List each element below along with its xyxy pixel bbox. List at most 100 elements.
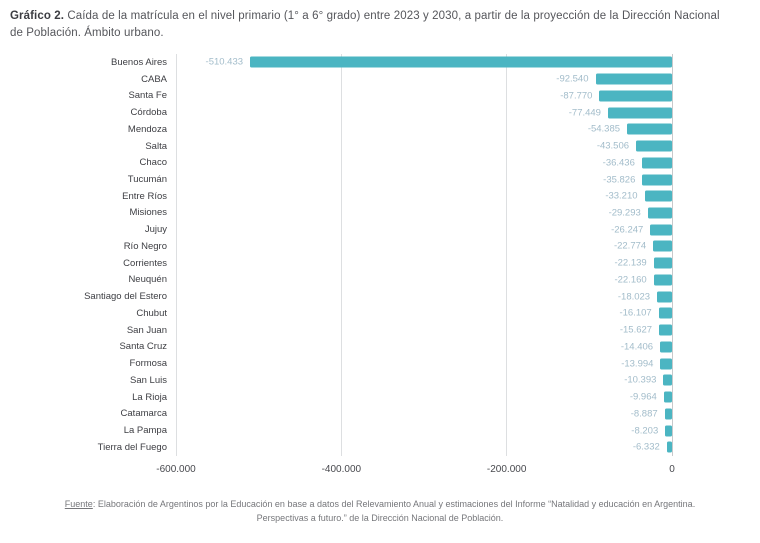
table-row: Chubut -16.107 <box>0 305 672 322</box>
row-plot: -33.210 <box>176 188 672 205</box>
table-row: Corrientes -22.139 <box>0 255 672 272</box>
value-label: -510.433 <box>205 56 244 68</box>
category-label: Tucumán <box>127 174 167 185</box>
value-label: -16.107 <box>619 307 652 319</box>
value-label: -14.406 <box>620 341 654 353</box>
source-note: Fuente: Elaboración de Argentinos por la… <box>50 498 710 526</box>
table-row: Tucumán -35.826 <box>0 171 672 188</box>
row-plot: -13.994 <box>176 355 672 372</box>
bar <box>627 123 672 135</box>
category-label: CABA <box>141 73 167 85</box>
row-plot: -22.139 <box>176 255 672 272</box>
table-row: San Luis -10.393 <box>0 372 672 389</box>
row-plot: -43.506 <box>176 138 672 155</box>
category-label: Jujuy <box>144 224 167 236</box>
table-row: La Rioja -9.964 <box>0 389 672 406</box>
value-label: -18.023 <box>617 291 651 303</box>
row-plot: -18.023 <box>176 288 672 305</box>
row-plot: -8.887 <box>176 405 672 422</box>
value-label: -87.770 <box>560 90 593 102</box>
bar <box>607 107 672 119</box>
gridline <box>175 54 177 456</box>
bar-chart: Buenos Aires -510.433 CABA -92.540 Santa… <box>0 52 760 475</box>
category-label: Santiago del Estero <box>84 291 167 303</box>
row-plot: -54.385 <box>176 121 672 138</box>
value-label: -33.210 <box>605 190 638 202</box>
category-label: Santa Fe <box>128 90 167 102</box>
value-label: -54.385 <box>587 123 621 135</box>
bar <box>653 240 672 252</box>
x-tick-label: -600.000 <box>156 464 196 475</box>
row-plot: -36.436 <box>176 154 672 171</box>
value-label: -9.964 <box>629 391 657 403</box>
table-row: Mendoza -54.385 <box>0 121 672 138</box>
value-label: -35.826 <box>603 174 636 185</box>
gridline <box>340 54 342 456</box>
table-row: Tierra del Fuego -6.332 <box>0 439 672 456</box>
row-plot: -22.160 <box>176 272 672 289</box>
bar <box>660 341 672 353</box>
bar <box>641 157 672 169</box>
category-label: Corrientes <box>123 257 167 269</box>
category-label: Salta <box>145 140 167 152</box>
bar <box>653 257 672 269</box>
table-row: Catamarca -8.887 <box>0 405 672 422</box>
table-row: Santiago del Estero -18.023 <box>0 288 672 305</box>
x-axis: -600.000 -400.000 -200.000 0 <box>156 462 675 478</box>
value-label: -26.247 <box>611 224 644 236</box>
category-label: Buenos Aires <box>111 56 167 68</box>
value-label: -6.332 <box>632 441 660 453</box>
table-row: Neuquén -22.160 <box>0 272 672 289</box>
chart-title: Gráfico 2. Caída de la matrícula en el n… <box>0 0 748 43</box>
table-row: Entre Ríos -33.210 <box>0 188 672 205</box>
category-label: Córdoba <box>130 107 167 119</box>
bar <box>653 274 672 286</box>
row-plot: -14.406 <box>176 338 672 355</box>
chart-rows: Buenos Aires -510.433 CABA -92.540 Santa… <box>0 54 672 456</box>
category-label: Mendoza <box>127 123 167 135</box>
category-label: La Pampa <box>123 425 167 437</box>
row-plot: -9.964 <box>176 389 672 406</box>
source-label: Fuente <box>64 499 93 509</box>
gridlines <box>175 54 673 456</box>
category-label: Chaco <box>139 157 167 169</box>
row-plot: -16.107 <box>176 305 672 322</box>
category-label: Tierra del Fuego <box>97 441 167 453</box>
table-row: Misiones -29.293 <box>0 205 672 222</box>
table-row: Salta -43.506 <box>0 138 672 155</box>
category-label: San Luis <box>130 374 167 386</box>
bar <box>650 224 672 236</box>
bar <box>657 291 672 303</box>
category-label: Río Negro <box>123 240 167 252</box>
table-row: Santa Fe -87.770 <box>0 87 672 104</box>
bar <box>664 408 672 420</box>
bar <box>658 307 672 319</box>
table-row: San Juan -15.627 <box>0 322 672 339</box>
bar <box>599 90 672 102</box>
category-label: Formosa <box>129 358 167 370</box>
chart-title-prefix: Gráfico 2. <box>10 10 65 22</box>
value-label: -8.887 <box>630 408 658 420</box>
source-text: : Elaboración de Argentinos por la Educa… <box>92 499 696 523</box>
value-label: -13.994 <box>621 358 654 370</box>
bar <box>666 441 672 453</box>
category-label: Entre Ríos <box>122 190 167 202</box>
bar <box>647 207 672 219</box>
row-plot: -22.774 <box>176 238 672 255</box>
category-label: Misiones <box>129 207 168 219</box>
bar <box>665 425 672 437</box>
x-tick-label: -400.000 <box>321 464 362 475</box>
table-row: Buenos Aires -510.433 <box>0 54 672 71</box>
value-label: -15.627 <box>619 324 653 336</box>
table-row: Formosa -13.994 <box>0 355 672 372</box>
row-plot: -8.203 <box>176 422 672 439</box>
bar <box>663 374 672 386</box>
bar <box>659 324 672 336</box>
bar <box>644 190 672 202</box>
bar <box>250 56 672 68</box>
category-label: La Rioja <box>132 391 167 403</box>
table-row: Córdoba -77.449 <box>0 104 672 121</box>
row-plot: -26.247 <box>176 221 672 238</box>
value-label: -43.506 <box>596 140 630 152</box>
